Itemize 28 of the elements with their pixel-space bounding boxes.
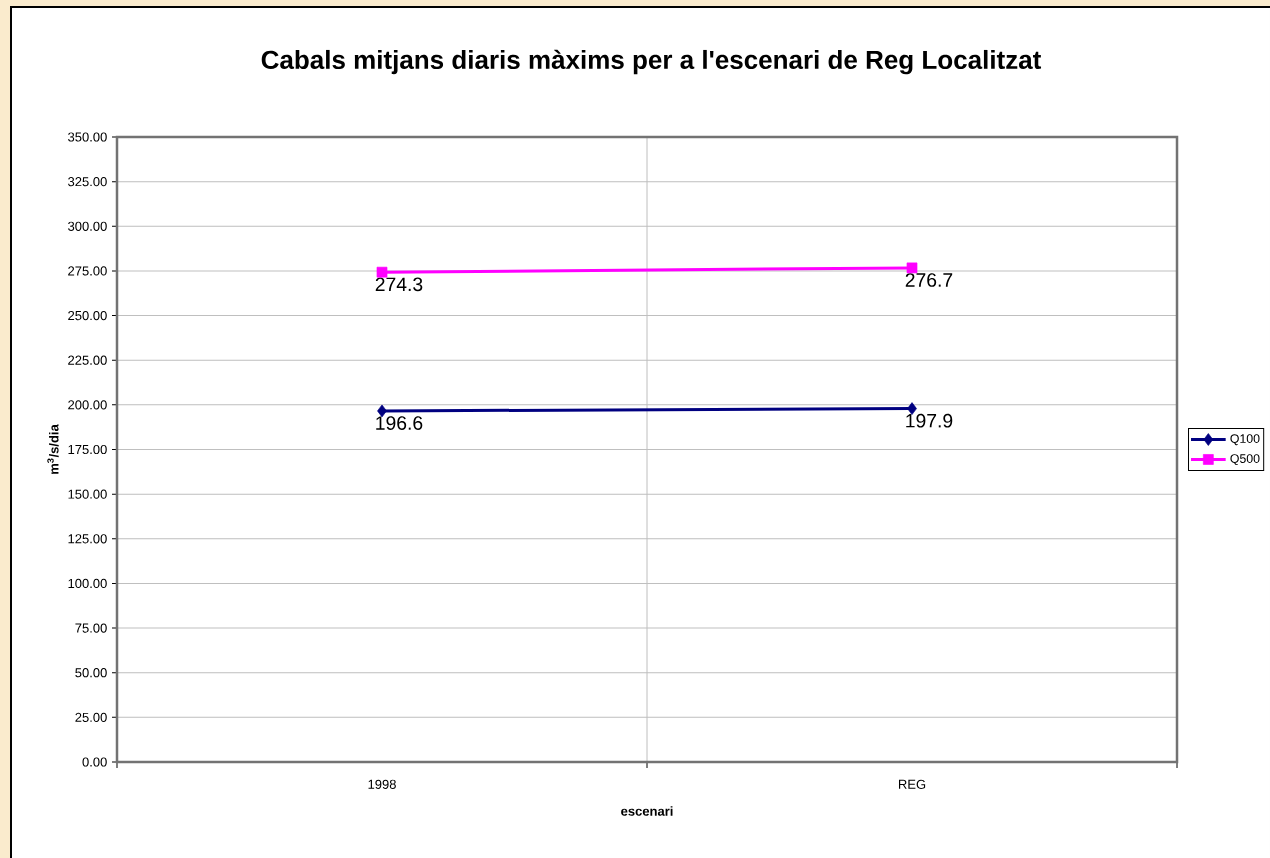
y-tick-label: 225.00 bbox=[68, 355, 107, 365]
y-tick-label: 250.00 bbox=[68, 310, 107, 321]
x-tick-label: 1998 bbox=[368, 779, 396, 789]
x-tick-label: REG bbox=[898, 779, 926, 789]
y-tick-label: 150.00 bbox=[68, 489, 107, 499]
data-label: 274.3 bbox=[375, 277, 423, 292]
point bbox=[376, 266, 388, 278]
data-label: 197.9 bbox=[906, 413, 953, 428]
legend-label: Q100 bbox=[1230, 434, 1260, 446]
y-tick-label: 350.00 bbox=[68, 132, 107, 142]
y-tick-label: 100.00 bbox=[68, 578, 107, 589]
data-label: 276.7 bbox=[905, 273, 953, 287]
chart-title: Cabals mitjans diaris màxims per a l'escenari de Reg Localitzat bbox=[261, 49, 1042, 75]
y-tick-label: 300.00 bbox=[68, 221, 107, 231]
x-axis-title: escenari bbox=[621, 806, 673, 816]
y-tick-label: 25.00 bbox=[75, 712, 107, 722]
y-tick-label: 200.00 bbox=[68, 400, 107, 410]
y-tick-label: 275.00 bbox=[68, 266, 107, 276]
legend-label: Q500 bbox=[1230, 454, 1260, 466]
y-tick-label: 325.00 bbox=[68, 177, 107, 187]
y-tick-label: 50.00 bbox=[75, 668, 107, 678]
point bbox=[906, 262, 918, 274]
y-tick-label: 0.00 bbox=[82, 757, 107, 767]
y-tick-label: 175.00 bbox=[68, 444, 107, 455]
y-tick-label: 75.00 bbox=[75, 623, 107, 633]
data-label: 196.6 bbox=[376, 416, 423, 430]
y-axis-title: m$^{3}$/s/dia bbox=[47, 424, 59, 474]
y-tick-label: 125.00 bbox=[68, 534, 107, 544]
